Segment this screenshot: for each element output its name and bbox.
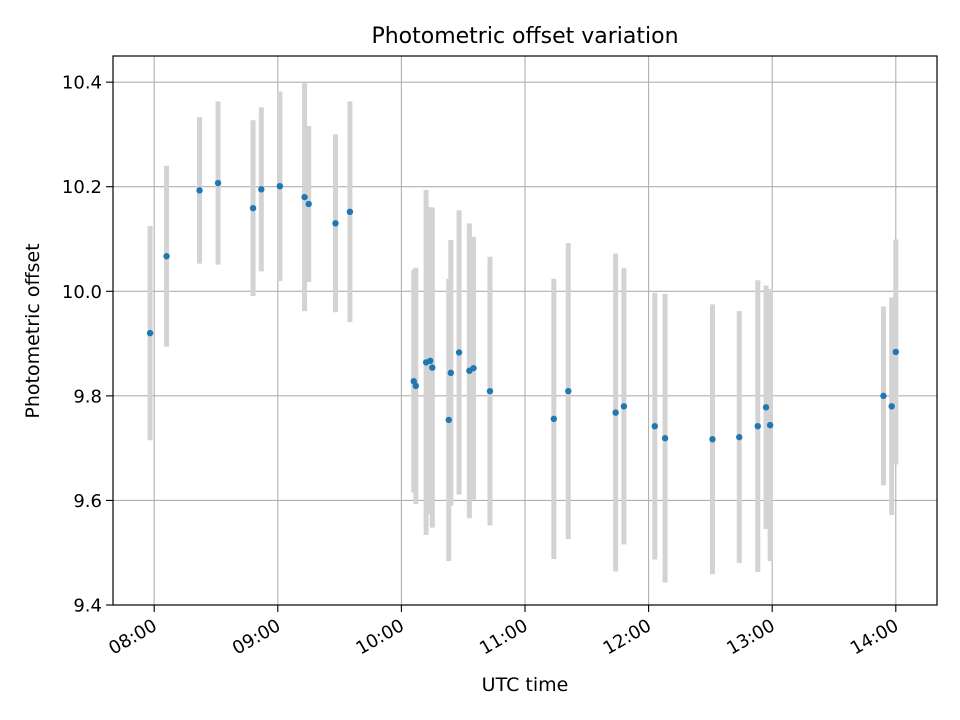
data-point bbox=[163, 253, 170, 260]
chart-title: Photometric offset variation bbox=[371, 24, 678, 49]
y-tick-label: 10.2 bbox=[62, 177, 102, 198]
data-point bbox=[550, 415, 558, 423]
data-point bbox=[762, 404, 770, 411]
data-point bbox=[888, 403, 895, 410]
data-point bbox=[447, 369, 455, 377]
data-point bbox=[305, 200, 312, 208]
data-point bbox=[332, 220, 339, 227]
data-point bbox=[661, 435, 669, 442]
data-point bbox=[346, 208, 354, 216]
data-point bbox=[455, 349, 463, 356]
y-tick-label: 9.6 bbox=[73, 491, 102, 512]
data-point bbox=[445, 416, 452, 424]
y-axis-ticks: 9.4 9.6 9.8 10.0 10.2 10.4 bbox=[62, 73, 113, 617]
data-point bbox=[146, 329, 154, 337]
y-tick-label: 10.4 bbox=[62, 73, 102, 94]
data-point bbox=[258, 186, 265, 193]
data-point bbox=[429, 364, 436, 371]
data-point bbox=[470, 364, 477, 372]
data-point bbox=[620, 403, 628, 410]
data-point bbox=[276, 182, 284, 190]
data-point bbox=[766, 421, 774, 429]
y-tick-label: 9.4 bbox=[73, 596, 102, 617]
data-point bbox=[754, 422, 761, 430]
data-point bbox=[709, 436, 716, 443]
data-point bbox=[249, 204, 257, 212]
data-point bbox=[486, 387, 494, 395]
data-point bbox=[412, 382, 420, 390]
data-point bbox=[196, 187, 203, 194]
data-point bbox=[880, 392, 887, 400]
data-point bbox=[214, 179, 222, 187]
data-point bbox=[651, 422, 658, 430]
data-points bbox=[146, 179, 899, 443]
y-axis-label: Photometric offset bbox=[22, 243, 44, 418]
y-tick-label: 9.8 bbox=[73, 386, 102, 407]
data-point bbox=[612, 409, 619, 416]
data-point bbox=[301, 193, 308, 201]
x-axis-label: UTC time bbox=[482, 674, 569, 696]
data-point bbox=[736, 433, 743, 441]
data-point bbox=[427, 357, 434, 365]
data-point bbox=[565, 387, 572, 395]
data-point bbox=[892, 348, 899, 356]
y-tick-label: 10.0 bbox=[62, 282, 102, 303]
